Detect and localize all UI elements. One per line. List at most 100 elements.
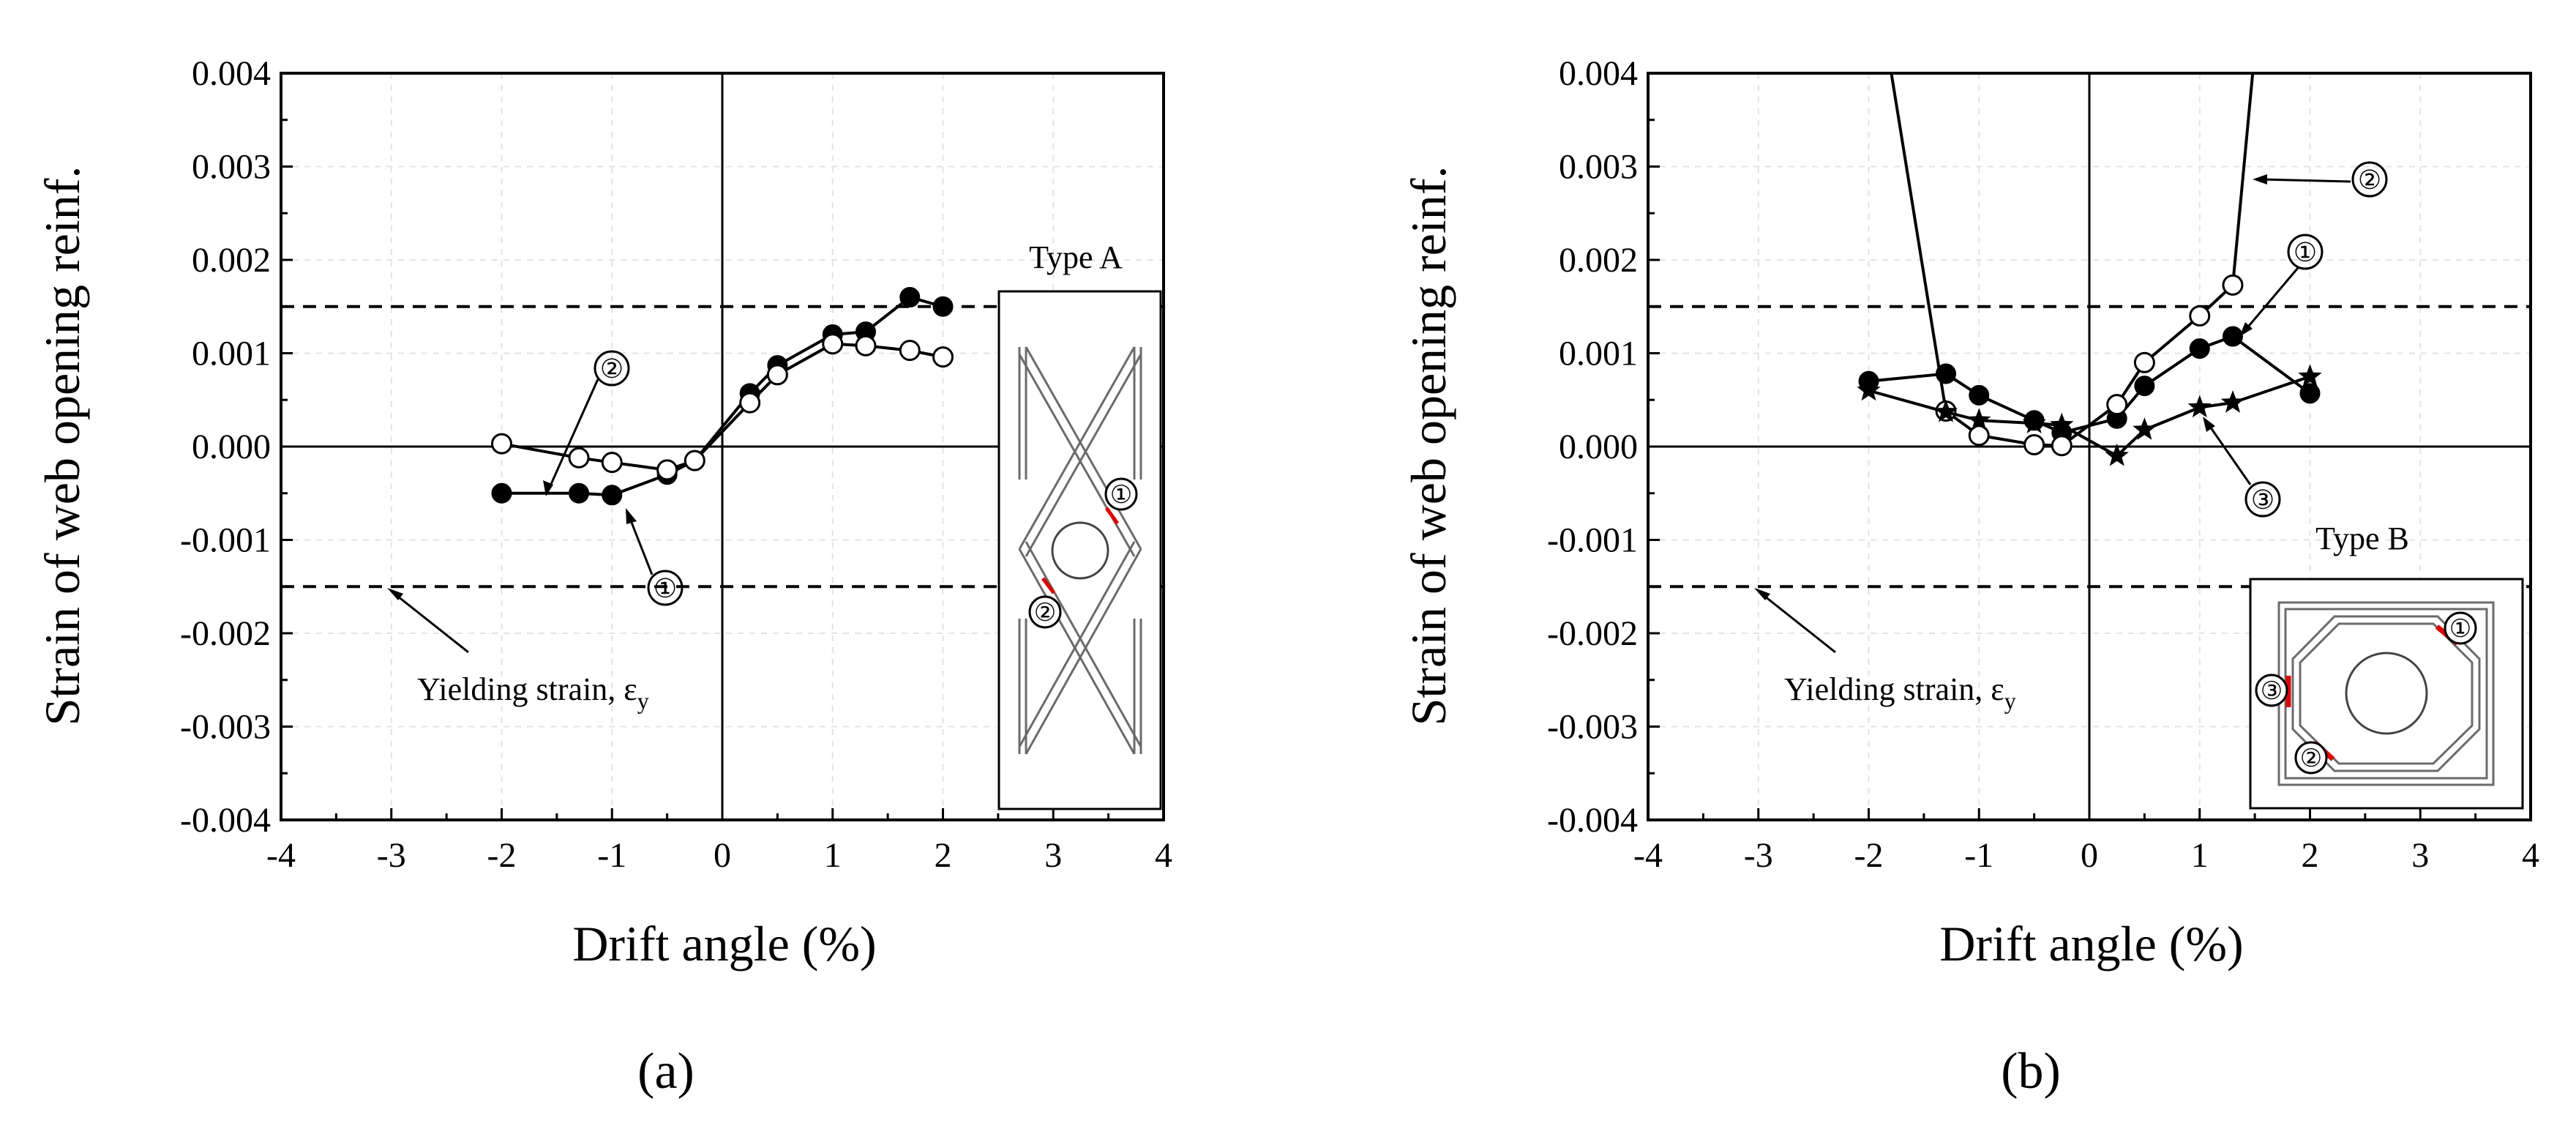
svg-text:Yielding strain, εy: Yielding strain, εy bbox=[417, 671, 649, 714]
inset-label-a-1: ① bbox=[1110, 482, 1132, 509]
series-callout-a-1: ① bbox=[626, 508, 684, 606]
callout-label-a-1: ① bbox=[654, 574, 677, 603]
y-tick-label: 0.003 bbox=[192, 148, 271, 187]
series-callout-b-1: ① bbox=[2239, 234, 2324, 337]
panel-label-a: (a) bbox=[637, 1043, 694, 1100]
y-tick-label: -0.003 bbox=[180, 708, 271, 747]
data-point bbox=[2189, 338, 2210, 359]
callout-label-b-1: ① bbox=[2294, 238, 2317, 267]
data-point bbox=[2133, 351, 2155, 373]
y-tick-label: 0.000 bbox=[192, 428, 271, 466]
series-callout-b-3: ③ bbox=[2203, 417, 2281, 518]
x-tick-label: 0 bbox=[2081, 836, 2098, 875]
data-point bbox=[2022, 411, 2046, 433]
series-callout-a-2: ② bbox=[543, 350, 630, 496]
inset-title-a: Type A bbox=[1029, 239, 1123, 275]
data-point bbox=[1967, 408, 1991, 431]
yield-text-a: Yielding strain, ε bbox=[417, 671, 637, 707]
data-point bbox=[684, 450, 705, 471]
callout-label-b-3: ③ bbox=[2251, 485, 2274, 515]
data-point bbox=[1968, 425, 1990, 447]
y-tick-label: 0.002 bbox=[1559, 241, 1638, 280]
data-point bbox=[1857, 378, 1881, 401]
data-point bbox=[1933, 399, 1958, 422]
xlabel-b: Drift angle (%) bbox=[1939, 916, 2243, 971]
y-tick-label: 0.001 bbox=[1559, 335, 1638, 373]
x-tick-label: -2 bbox=[1854, 836, 1884, 875]
data-point bbox=[2187, 395, 2212, 418]
yielding-annotation-b: Yielding strain, εy bbox=[1754, 588, 2016, 714]
y-tick-label: -0.001 bbox=[180, 521, 271, 560]
yield-text-b: Yielding strain, ε bbox=[1784, 671, 2004, 707]
x-tick-label: -3 bbox=[1744, 836, 1773, 875]
data-point bbox=[739, 392, 761, 414]
data-point bbox=[2133, 417, 2157, 440]
data-point bbox=[2220, 390, 2245, 413]
inset-type-a: Type A ① ② bbox=[997, 239, 1162, 810]
ylabel-b: Strain of web opening reinf. bbox=[1401, 166, 1456, 726]
y-tick-label: 0.004 bbox=[192, 54, 271, 93]
data-point bbox=[2189, 305, 2211, 327]
xlabel-a: Drift angle (%) bbox=[572, 916, 876, 971]
y-tick-label: 0.002 bbox=[192, 241, 271, 280]
data-point bbox=[2105, 443, 2129, 466]
series-line bbox=[1890, 73, 2255, 447]
x-tick-label: -3 bbox=[377, 836, 406, 875]
inset-label-b-1: ① bbox=[2449, 616, 2471, 643]
y-tick-label: 0.001 bbox=[192, 335, 271, 373]
x-tick-label: -4 bbox=[266, 836, 296, 875]
x-tick-label: 3 bbox=[2411, 836, 2429, 875]
y-tick-label: 0.000 bbox=[1559, 428, 1638, 466]
y-tick-label: -0.001 bbox=[1547, 521, 1638, 560]
x-tick-label: -1 bbox=[1964, 836, 1993, 875]
data-point bbox=[932, 296, 954, 317]
data-point bbox=[2023, 433, 2045, 455]
data-point bbox=[491, 482, 512, 504]
inset-label-b-2: ② bbox=[2300, 745, 2322, 772]
x-tick-label: 4 bbox=[2522, 836, 2539, 875]
yield-sub-b: y bbox=[2004, 687, 2016, 714]
callout-label-b-2: ② bbox=[2358, 165, 2381, 195]
y-tick-label: -0.002 bbox=[1547, 614, 1638, 653]
data-point bbox=[2222, 326, 2243, 347]
data-point bbox=[766, 364, 788, 386]
data-point bbox=[2222, 274, 2244, 296]
inset-title-b: Type B bbox=[2315, 521, 2409, 556]
inset-label-a-2: ② bbox=[1034, 600, 1056, 627]
data-point bbox=[568, 447, 590, 469]
series-callout-b-2: ② bbox=[2253, 161, 2388, 198]
data-point bbox=[2299, 383, 2321, 404]
y-tick-label: -0.004 bbox=[180, 801, 271, 840]
x-tick-label: 2 bbox=[935, 836, 952, 875]
data-point bbox=[2051, 435, 2073, 457]
x-tick-label: -2 bbox=[487, 836, 517, 875]
x-tick-label: 1 bbox=[824, 836, 842, 875]
inset-label-b-3: ③ bbox=[2261, 678, 2283, 705]
data-point bbox=[899, 287, 921, 307]
ylabel-a: Strain of web opening reinf. bbox=[34, 166, 90, 726]
data-point bbox=[2134, 376, 2155, 397]
data-point bbox=[601, 452, 623, 474]
x-tick-label: 3 bbox=[1044, 836, 1062, 875]
yield-sub-a: y bbox=[637, 687, 649, 714]
data-point bbox=[569, 482, 590, 504]
data-point bbox=[899, 340, 921, 362]
data-point bbox=[855, 335, 877, 357]
data-point bbox=[2298, 364, 2322, 387]
data-point bbox=[602, 485, 623, 506]
svg-text:Yielding strain, εy: Yielding strain, εy bbox=[1784, 671, 2016, 714]
x-tick-label: -1 bbox=[597, 836, 626, 875]
inset-type-b: Type B ① ② ③ bbox=[2249, 521, 2524, 810]
yielding-annotation-a: Yielding strain, εy bbox=[387, 588, 649, 714]
y-tick-label: 0.003 bbox=[1559, 148, 1638, 187]
data-point bbox=[2106, 394, 2128, 416]
data-point bbox=[2050, 412, 2074, 436]
series-line bbox=[1868, 375, 2311, 458]
data-point bbox=[656, 459, 678, 481]
y-tick-label: 0.004 bbox=[1559, 54, 1638, 93]
panel-a: Strain of web opening reinf. Drift angle… bbox=[34, 54, 1172, 1100]
panel-b: Strain of web opening reinf. Drift angle… bbox=[1401, 54, 2539, 1100]
x-tick-label: -4 bbox=[1633, 836, 1663, 875]
